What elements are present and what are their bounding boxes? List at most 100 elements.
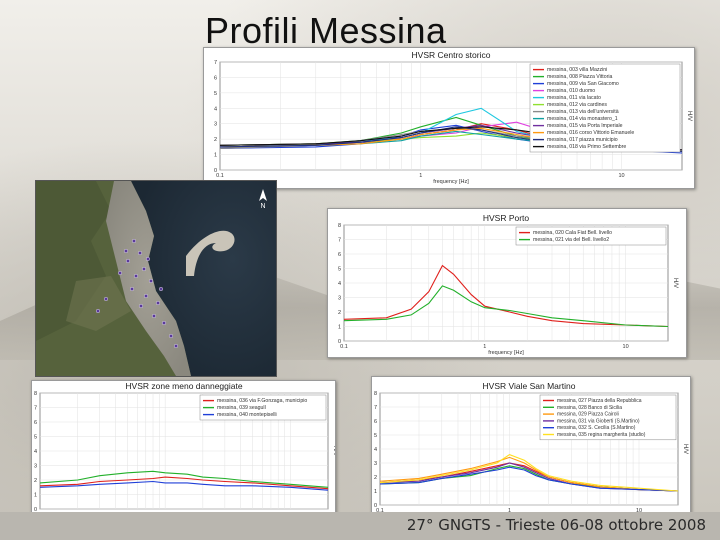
chart-porto-panel: HVSR Porto 0 1 2 3 4 5 6 7 8 0.1 1 10 frequency [Hz] H… xyxy=(327,208,687,358)
y-tick-label: 8 xyxy=(34,391,37,397)
x-tick-label: 1 xyxy=(483,344,486,350)
series-line xyxy=(343,264,669,328)
north-label: N xyxy=(260,203,265,210)
slide-title: Profili Messina xyxy=(205,10,447,51)
legend-entry: messina, 036 via F.Gonzaga, municipio xyxy=(217,398,307,404)
chart-zone-meno-danneggiate: HVSR zone meno danneggiate0123456780.111… xyxy=(34,381,335,521)
footer-text: 27° GNGTS - Trieste 06-08 ottobre 2008 xyxy=(406,516,706,534)
legend-entry: messina, 020 Cala Fiat Bell. livello xyxy=(533,230,612,236)
x-tick-label: 1 xyxy=(508,508,511,514)
footer-bar: 27° GNGTS - Trieste 06-08 ottobre 2008 xyxy=(0,512,720,540)
legend-entry: messina, 032 S. Cecilia (S.Martino) xyxy=(557,425,636,431)
legend-entry: messina, 009 via San Giacomo xyxy=(547,81,619,87)
legend-entry: messina, 029 Piazza Cairoli xyxy=(557,412,619,418)
legend-entry: messina, 039 seagull xyxy=(217,405,266,411)
y-tick-label: 2 xyxy=(338,310,341,316)
y-tick-label: 2 xyxy=(374,475,377,481)
x-tick-label: 1 xyxy=(419,173,422,179)
y-axis-label: H/V xyxy=(672,278,678,288)
y-tick-label: 0 xyxy=(338,339,341,345)
legend-entry: messina, 021 via del Bell. livello2 xyxy=(533,237,609,243)
y-axis-label: H/V xyxy=(686,111,692,121)
chart-viale-san-martino: HVSR Viale San Martino0123456780.1110fre… xyxy=(374,381,688,517)
chart-title: HVSR Viale San Martino xyxy=(483,381,576,391)
y-tick-label: 2 xyxy=(214,137,217,143)
legend-box xyxy=(539,394,677,441)
chart-centro-storico-panel: HVSR Centro storico 0 1 2 3 4 5 6 7 0.1 1 10 frequen… xyxy=(203,47,695,189)
y-tick-label: 3 xyxy=(34,464,37,470)
x-axis-label: frequency [Hz] xyxy=(488,350,524,356)
y-tick-label: 7 xyxy=(338,238,341,244)
legend-entry: messina, 010 duomo xyxy=(547,88,595,94)
legend-entry: messina, 016 corso Vittorio Emanuele xyxy=(547,130,634,136)
harbour-peninsula xyxy=(186,230,235,276)
legend-entry: messina, 017 piazza municipio xyxy=(547,137,618,143)
y-tick-label: 1 xyxy=(34,493,37,499)
legend-entry: messina, 027 Piazza della Repubblica xyxy=(557,398,642,404)
x-tick-label: 0.1 xyxy=(340,344,348,350)
series-line xyxy=(343,285,669,328)
y-tick-label: 1 xyxy=(374,489,377,495)
y-tick-label: 7 xyxy=(34,406,37,412)
series-line xyxy=(379,456,679,492)
legend-entry: messina, 013 via dell'università xyxy=(547,109,619,115)
y-tick-label: 0 xyxy=(34,507,37,513)
x-tick-label: 10 xyxy=(623,344,629,350)
legend-entry: messina, 015 via Porta Imperiale xyxy=(547,123,623,129)
x-tick-label: 10 xyxy=(618,173,624,179)
legend-entry: messina, 035 regina margherita (studio) xyxy=(557,432,646,438)
y-tick-label: 4 xyxy=(34,449,37,455)
chart-viale-san-martino-panel: HVSR Viale San Martino0123456780.1110fre… xyxy=(371,376,691,518)
legend-box xyxy=(515,226,667,246)
legend-box xyxy=(529,63,681,153)
y-tick-label: 1 xyxy=(338,325,341,331)
legend-entry: messina, 008 Piazza Vittoria xyxy=(547,74,612,80)
y-tick-label: 6 xyxy=(214,75,217,81)
chart-centro-storico: HVSR Centro storico 0 1 2 3 4 5 6 7 0.1 1 10 frequen… xyxy=(214,50,692,185)
y-tick-label: 3 xyxy=(338,296,341,302)
x-tick-label: 10 xyxy=(636,508,642,514)
y-tick-label: 4 xyxy=(338,281,341,287)
y-tick-label: 5 xyxy=(338,267,341,273)
legend-box xyxy=(199,394,327,421)
y-tick-label: 2 xyxy=(34,478,37,484)
y-tick-label: 7 xyxy=(374,405,377,411)
chart-porto: HVSR Porto 0 1 2 3 4 5 6 7 8 0.1 1 10 frequency [Hz] H… xyxy=(338,213,678,356)
legend-entry: messina, 014 via monastero_1 xyxy=(547,116,618,122)
legend-entry: messina, 031 via Gioberti (S.Martino) xyxy=(557,418,640,424)
survey-point-markers xyxy=(96,239,178,348)
legend-entry: messina, 011 via lacato xyxy=(547,95,601,101)
y-tick-label: 3 xyxy=(214,122,217,128)
y-tick-label: 3 xyxy=(374,461,377,467)
y-tick-label: 6 xyxy=(374,419,377,425)
y-tick-label: 4 xyxy=(374,447,377,453)
satellite-map: N xyxy=(35,180,277,377)
y-tick-label: 7 xyxy=(214,60,217,66)
y-tick-label: 4 xyxy=(214,106,217,112)
y-axis-label: H/V xyxy=(332,446,335,456)
satellite-map-image: N xyxy=(36,181,276,376)
series-line xyxy=(379,453,679,492)
city-area xyxy=(106,181,191,376)
chart-title: HVSR Porto xyxy=(483,213,530,223)
chart-zone-meno-danneggiate-panel: HVSR zone meno danneggiate0123456780.111… xyxy=(31,380,336,522)
legend-entry: messina, 040 montepiselli xyxy=(217,412,277,418)
series-line xyxy=(39,470,329,488)
x-tick-label: 0.1 xyxy=(376,508,384,514)
legend-entry: messina, 028 Banco di Sicilia xyxy=(557,405,622,411)
north-arrow-icon: N xyxy=(259,189,267,210)
sea-area xyxy=(131,181,276,376)
chart-title: HVSR Centro storico xyxy=(412,50,491,60)
series-line xyxy=(39,476,329,490)
y-tick-label: 5 xyxy=(34,435,37,441)
legend-entry: messina, 018 via Primo Settembre xyxy=(547,144,626,150)
y-tick-label: 6 xyxy=(34,420,37,426)
series-line xyxy=(379,466,679,492)
y-tick-label: 0 xyxy=(214,168,217,174)
y-tick-label: 6 xyxy=(338,252,341,258)
legend-entry: messina, 012 via cardines xyxy=(547,102,607,108)
y-tick-label: 1 xyxy=(214,153,217,159)
y-tick-label: 5 xyxy=(214,91,217,97)
y-tick-label: 8 xyxy=(374,391,377,397)
chart-title: HVSR zone meno danneggiate xyxy=(125,381,242,391)
